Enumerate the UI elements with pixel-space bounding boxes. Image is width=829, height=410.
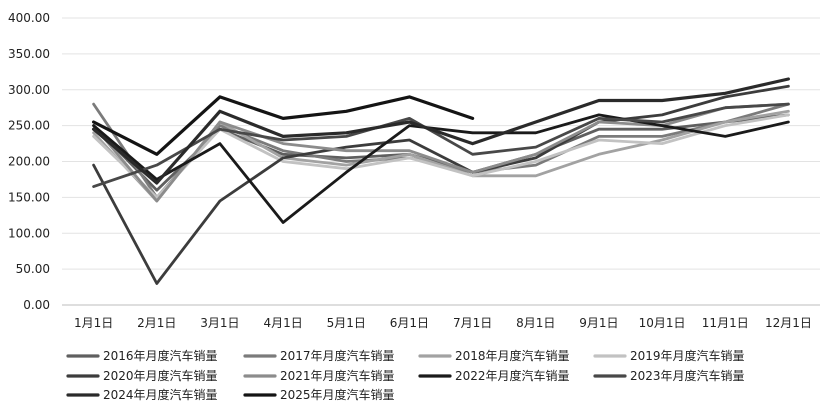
y-tick-label: 0.00 (23, 298, 50, 312)
legend-label: 2019年月度汽车销量 (630, 348, 745, 363)
series-line (92, 113, 790, 199)
legend-label: 2017年月度汽车销量 (280, 348, 395, 363)
x-tick-label: 10月1日 (639, 316, 686, 330)
legend: 2016年月度汽车销量 2017年月度汽车销量 2018年月度汽车销量 2019年月度… (66, 348, 745, 402)
y-tick-label: 350.00 (8, 47, 50, 61)
y-tick-label: 400.00 (8, 11, 50, 25)
y-tick-label: 50.00 (16, 262, 50, 276)
x-tick-label: 3月1日 (200, 316, 239, 330)
x-tick-label: 11月1日 (702, 316, 749, 330)
legend-label: 2016年月度汽车销量 (103, 348, 218, 363)
series-line (92, 77, 790, 185)
y-tick-label: 100.00 (8, 226, 50, 240)
y-tick-label: 250.00 (8, 119, 50, 133)
y-axis-ticks: 0.00 50.00 100.00 150.00 200.00 250.00 300.00 3… (8, 11, 50, 312)
series-lines (92, 77, 790, 285)
series-line (92, 84, 790, 285)
x-axis-ticks: 1月1日 2月1日 3月1日 4月1日 5月1日 6月1日 7月1日 8月1日 9月1日 10月1… (74, 316, 812, 330)
x-tick-label: 9月1日 (579, 316, 618, 330)
legend-label: 2023年月度汽车销量 (630, 368, 745, 383)
x-tick-label: 1月1日 (74, 316, 113, 330)
x-tick-label: 6月1日 (390, 316, 429, 330)
series-line (92, 113, 790, 224)
series-line (92, 102, 790, 188)
x-tick-label: 8月1日 (516, 316, 555, 330)
legend-label: 2018年月度汽车销量 (455, 348, 570, 363)
x-tick-label: 12月1日 (765, 316, 812, 330)
series-line (92, 95, 475, 156)
y-tick-label: 300.00 (8, 83, 50, 97)
x-tick-label: 4月1日 (263, 316, 302, 330)
x-tick-label: 7月1日 (453, 316, 492, 330)
legend-label: 2022年月度汽车销量 (455, 368, 570, 383)
x-tick-label: 2月1日 (137, 316, 176, 330)
y-tick-label: 200.00 (8, 155, 50, 169)
legend-label: 2021年月度汽车销量 (280, 368, 395, 383)
y-tick-label: 150.00 (8, 190, 50, 204)
legend-label: 2024年月度汽车销量 (103, 387, 218, 402)
legend-label: 2025年月度汽车销量 (280, 387, 395, 402)
x-tick-label: 5月1日 (327, 316, 366, 330)
legend-label: 2020年月度汽车销量 (103, 368, 218, 383)
